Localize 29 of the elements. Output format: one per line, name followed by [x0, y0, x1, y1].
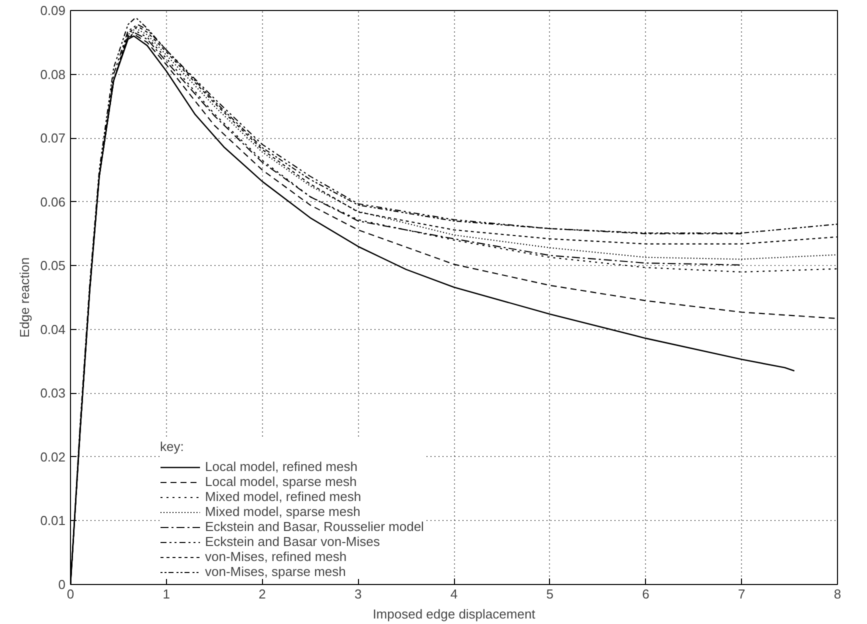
y-tick-label: 0.09	[40, 3, 66, 18]
y-tick-label: 0.03	[40, 386, 66, 401]
y-tick-label: 0.04	[40, 322, 66, 337]
legend-label: Mixed model, sparse mesh	[205, 504, 360, 519]
x-tick-label: 2	[258, 586, 266, 602]
y-tick-label: 0.02	[40, 449, 66, 464]
legend-label: Local model, sparse mesh	[205, 474, 357, 489]
y-axis-title: Edge reaction	[17, 257, 32, 338]
x-tick-label: 6	[642, 586, 650, 602]
x-tick-label: 7	[738, 586, 746, 602]
y-tick-label: 0.01	[40, 513, 66, 528]
legend-label: Eckstein and Basar von-Mises	[205, 534, 380, 549]
legend-label: Local model, refined mesh	[205, 459, 358, 474]
y-tick-label: 0.05	[40, 258, 66, 274]
x-axis-title: Imposed edge displacement	[372, 606, 536, 622]
y-tick-label: 0.08	[40, 66, 66, 82]
x-tick-label: 5	[546, 586, 554, 602]
legend-label: von-Mises, refined mesh	[205, 549, 347, 564]
legend-title: key:	[160, 439, 185, 454]
x-tick-label: 1	[162, 586, 170, 602]
x-tick-label: 4	[450, 586, 458, 602]
y-tick-label: 0.06	[40, 194, 66, 210]
x-tick-label: 3	[354, 586, 362, 602]
y-tick-label: 0	[58, 577, 66, 592]
legend-label: Mixed model, refined mesh	[205, 489, 362, 504]
legend-label: von-Mises, sparse mesh	[205, 564, 346, 579]
y-tick-label: 0.07	[40, 130, 66, 146]
x-tick-label: 8	[834, 586, 842, 602]
legend-label: Eckstein and Basar, Rousselier model	[205, 519, 424, 534]
